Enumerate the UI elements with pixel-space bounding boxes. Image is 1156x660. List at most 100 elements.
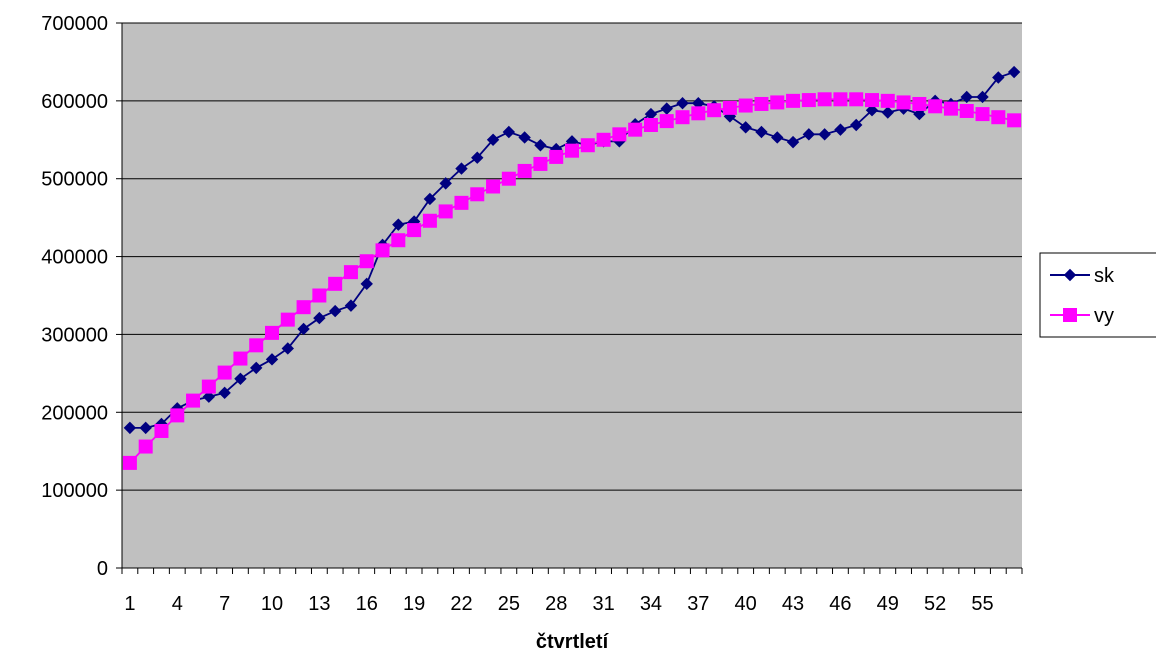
- data-point-vy: [817, 92, 832, 107]
- data-point-sk: [344, 299, 358, 312]
- data-point-sk: [676, 96, 689, 110]
- data-point-sk: [755, 125, 768, 139]
- data-point-vy: [375, 243, 390, 258]
- legend-item-vy: vy: [1050, 305, 1114, 327]
- y-tick-label: 700000: [41, 13, 108, 35]
- data-point-sk: [834, 123, 847, 136]
- x-tick-label: 28: [545, 593, 567, 615]
- x-axis-title: čtvrtletí: [536, 631, 610, 653]
- data-point-sk: [771, 131, 784, 144]
- data-point-sk: [234, 372, 247, 386]
- data-point-vy: [201, 379, 216, 394]
- data-point-sk: [913, 107, 926, 121]
- x-tick-label: 34: [640, 593, 662, 615]
- data-point-vy: [659, 114, 674, 129]
- data-point-vy: [517, 163, 532, 178]
- data-point-sk: [486, 133, 500, 146]
- x-tick-label: 49: [877, 593, 899, 615]
- data-point-vy: [217, 365, 232, 380]
- data-point-sk: [455, 162, 468, 175]
- x-tick-label: 37: [687, 593, 709, 615]
- data-point-vy: [280, 312, 295, 327]
- data-point-vy: [612, 127, 627, 142]
- data-point-sk: [218, 386, 231, 400]
- data-point-vy: [470, 187, 485, 202]
- data-point-sk: [881, 106, 894, 119]
- data-point-vy: [865, 93, 879, 108]
- data-point-vy: [643, 117, 658, 132]
- series-layer: [122, 65, 1022, 470]
- legend-marker: [1063, 268, 1077, 282]
- data-point-sk: [534, 139, 547, 152]
- y-tick-label: 500000: [41, 169, 108, 191]
- data-point-sk: [786, 135, 800, 149]
- data-point-sk: [502, 125, 516, 139]
- x-tick-label: 40: [735, 593, 757, 615]
- x-tick-label: 55: [971, 593, 993, 615]
- x-tick-label: 7: [219, 593, 230, 615]
- data-point-sk: [818, 128, 831, 141]
- data-point-vy: [154, 423, 169, 438]
- data-point-vy: [170, 408, 185, 423]
- data-point-vy: [801, 93, 816, 108]
- legend-box: [1039, 252, 1156, 338]
- data-point-sk: [328, 304, 342, 318]
- y-tick-label: 200000: [41, 402, 108, 424]
- data-point-vy: [549, 149, 564, 164]
- legend-item-sk: sk: [1050, 265, 1115, 287]
- data-point-vy: [1007, 113, 1022, 128]
- data-point-vy: [501, 171, 516, 186]
- data-point-vy: [343, 265, 358, 280]
- data-point-vy: [691, 106, 706, 121]
- x-tick-label: 22: [450, 593, 472, 615]
- data-point-vy: [296, 300, 311, 315]
- x-tick-label: 1: [124, 593, 135, 615]
- data-point-vy: [265, 325, 279, 340]
- data-point-vy: [991, 110, 1006, 125]
- x-tick-label: 43: [782, 593, 804, 615]
- data-point-vy: [707, 103, 722, 118]
- data-point-sk: [976, 90, 989, 104]
- data-point-sk: [265, 353, 279, 366]
- data-point-vy: [943, 101, 958, 116]
- data-point-vy: [628, 122, 643, 137]
- data-point-vy: [959, 103, 974, 118]
- y-tick-label: 0: [97, 558, 108, 580]
- data-point-sk: [865, 103, 879, 117]
- x-tick-label: 16: [356, 593, 378, 615]
- data-point-sk: [992, 71, 1005, 84]
- axes: [116, 22, 1023, 574]
- legend-label: sk: [1094, 265, 1115, 287]
- legend: sk vy: [1039, 252, 1156, 338]
- data-point-vy: [722, 100, 737, 115]
- data-point-vy: [407, 223, 422, 238]
- x-tick-label: 13: [308, 593, 330, 615]
- data-point-sk: [123, 421, 137, 435]
- data-point-vy: [565, 143, 579, 158]
- y-tick-label: 600000: [41, 91, 108, 113]
- data-point-vy: [754, 96, 769, 111]
- data-point-vy: [596, 132, 611, 147]
- data-point-sk: [1007, 65, 1021, 79]
- data-point-vy: [912, 96, 927, 111]
- x-tick-label: 4: [172, 593, 183, 615]
- y-tick-label: 100000: [41, 480, 108, 502]
- x-tick-label: 52: [924, 593, 946, 615]
- data-point-vy: [896, 95, 911, 110]
- data-point-sk: [439, 177, 452, 190]
- data-point-sk: [471, 151, 484, 164]
- y-tick-labels: 0 100000 200000 300000 400000 500000 600000 700…: [41, 13, 108, 580]
- data-point-sk: [518, 131, 531, 144]
- data-point-sk: [423, 192, 437, 206]
- data-point-vy: [738, 98, 753, 113]
- data-point-sk: [739, 121, 752, 134]
- data-point-vy: [312, 288, 327, 303]
- data-point-sk: [202, 390, 216, 403]
- data-point-vy: [122, 455, 137, 470]
- data-point-vy: [833, 92, 848, 107]
- data-point-vy: [391, 233, 406, 248]
- data-point-vy: [422, 213, 437, 228]
- data-point-vy: [454, 195, 469, 210]
- data-point-sk: [250, 361, 263, 375]
